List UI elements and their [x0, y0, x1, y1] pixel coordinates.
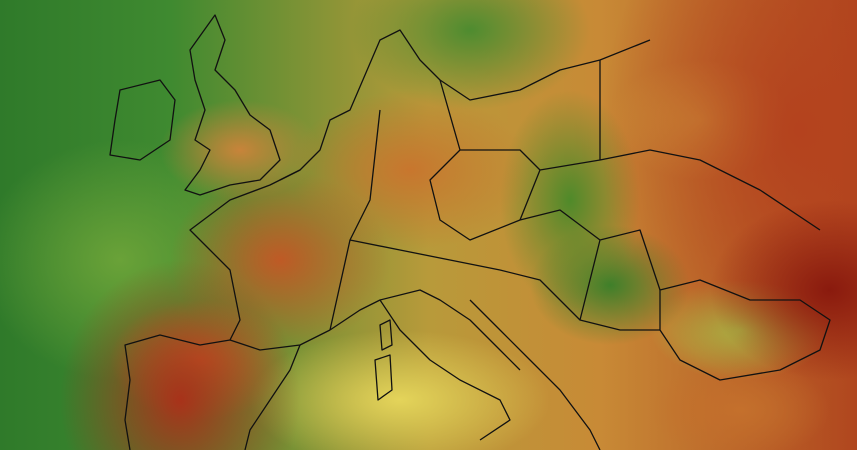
great-britain-coast	[184, 14, 281, 196]
france-coast	[189, 169, 331, 351]
inner-borders	[329, 60, 821, 331]
western-europe-coast	[279, 29, 651, 181]
balkan-coast	[469, 299, 601, 450]
italy-coast	[329, 289, 521, 441]
ireland-coast	[109, 79, 176, 161]
sardinia-coast	[374, 354, 393, 401]
corsica-coast	[379, 319, 393, 351]
iberia-coast	[124, 334, 301, 450]
black-sea-coast	[659, 279, 831, 381]
